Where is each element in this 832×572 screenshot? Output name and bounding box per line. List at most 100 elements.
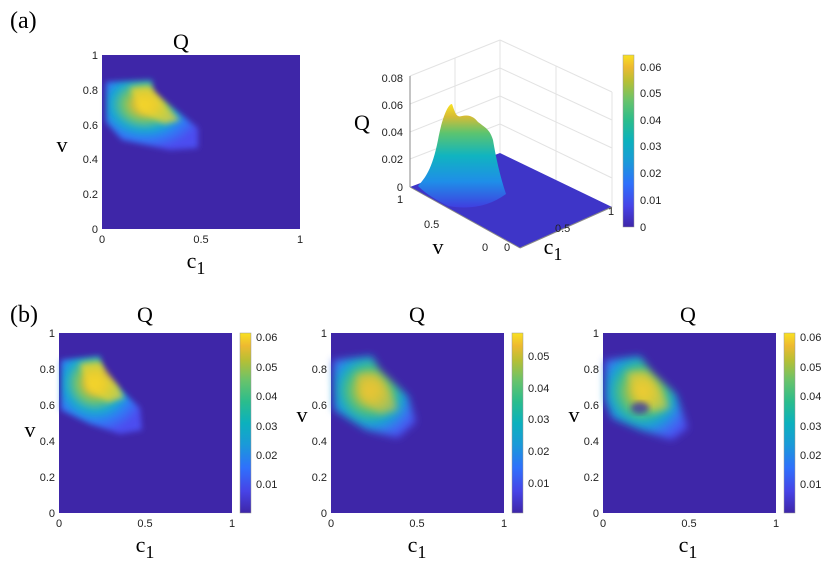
heatmap-b2-colorbar: [511, 332, 524, 514]
surface-a-axes: [409, 76, 613, 249]
surface-a-vtick: 1: [397, 194, 403, 206]
heatmap-a-title: Q: [173, 29, 189, 54]
heatmap-b1-cb-tick: 0.04: [256, 391, 277, 403]
heatmap-b2-xticks: 0 0.5 1: [328, 518, 507, 530]
surface-a-cticks: 0 0.5 1: [504, 206, 614, 254]
heatmap-b1-xlabel-main: c: [136, 532, 146, 557]
heatmap-b3-ytick: 0: [593, 508, 599, 520]
heatmap-b2-cb-tick: 0.04: [528, 383, 549, 395]
surface-a-colorbar: [622, 54, 635, 228]
heatmap-b2-ytick: 0: [321, 508, 327, 520]
heatmap-b2-cb-tick: 0.01: [528, 478, 549, 490]
surface-a-clabel-sub: 1: [553, 244, 562, 264]
heatmap-b3-ytick: 1: [593, 328, 599, 340]
heatmap-a-xlabel-sub: 1: [196, 258, 205, 278]
heatmap-b2-ytick: 0.2: [312, 472, 327, 484]
surface-a-cb-tick: 0.02: [640, 168, 661, 180]
heatmap-a-xlabel: c1: [187, 248, 206, 278]
heatmap-b1: Q 0 0.2 0.4 0.6 0.8 1 0 0.5 1 v c1 0.01 …: [25, 302, 278, 562]
heatmap-b1-xlabel: c1: [136, 532, 155, 562]
surface-a-ctick: 1: [608, 206, 614, 218]
heatmap-b1-colorbar: [239, 332, 252, 514]
heatmap-b2-xtick: 0: [328, 518, 334, 530]
heatmap-b1-ytick: 0.8: [40, 364, 55, 376]
surface-a-colorbar-ticks: 0 0.01 0.02 0.03 0.04 0.05 0.06: [640, 62, 661, 234]
heatmap-b3-ylabel: v: [569, 402, 580, 427]
heatmap-b3-xlabel: c1: [679, 532, 698, 562]
surface-a-vticks: 1 0.5 0: [397, 194, 488, 254]
heatmap-b1-cb-tick: 0.01: [256, 479, 277, 491]
heatmap-b1-colorbar-ticks: 0.01 0.02 0.03 0.04 0.05 0.06: [256, 332, 277, 491]
heatmap-a: Q 0 0.2 0.4 0.6 0.8 1 0 0.5 1 v c1: [57, 29, 304, 278]
heatmap-b2-xlabel-sub: 1: [417, 542, 426, 562]
heatmap-a-xtick: 1: [297, 234, 303, 246]
heatmap-b2: Q 0 0.2 0.4 0.6 0.8 1 0 0.5 1 v c1 0.01 …: [297, 302, 550, 562]
surface-a-ztick: 0.02: [382, 154, 403, 166]
heatmap-b2-xtick: 1: [501, 518, 507, 530]
surface-a-ztick: 0.06: [382, 100, 403, 112]
heatmap-b3-cb-tick: 0.01: [800, 479, 821, 491]
surface-a-cb-tick: 0.05: [640, 88, 661, 100]
heatmap-b1-ytick: 0: [49, 508, 55, 520]
heatmap-b1-ytick: 1: [49, 328, 55, 340]
heatmap-b3-colorbar: [783, 332, 796, 514]
heatmap-b3-colorbar-ticks: 0.01 0.02 0.03 0.04 0.05 0.06: [800, 332, 821, 491]
heatmap-b2-density: [333, 356, 416, 438]
heatmap-b3-xtick: 1: [773, 518, 779, 530]
heatmap-b3-cb-tick: 0.06: [800, 332, 821, 344]
surface-a-ctick: 0.5: [555, 223, 570, 235]
heatmap-a-ytick: 0.2: [83, 189, 98, 201]
surface-a-cb-tick: 0.01: [640, 195, 661, 207]
heatmap-b3-xticks: 0 0.5 1: [600, 518, 779, 530]
heatmap-b2-yticks: 0 0.2 0.4 0.6 0.8 1: [312, 328, 327, 520]
heatmap-b3-density: [605, 356, 688, 440]
heatmap-b3-xtick: 0: [600, 518, 606, 530]
heatmap-b3-ytick: 0.2: [584, 472, 599, 484]
heatmap-b3-yticks: 0 0.2 0.4 0.6 0.8 1: [584, 328, 599, 520]
surface-a: 0 0.02 0.04 0.06 0.08 Q 1 0.5 0 0 0.5 1 …: [354, 39, 661, 264]
heatmap-b1-xtick: 0.5: [137, 518, 152, 530]
heatmap-a-yticks: 0 0.2 0.4 0.6 0.8 1: [83, 50, 98, 236]
heatmap-b2-ytick: 0.6: [312, 400, 327, 412]
heatmap-b1-density: [61, 356, 142, 434]
heatmap-b2-xlabel-main: c: [408, 532, 418, 557]
heatmap-b2-cb-tick: 0.05: [528, 351, 549, 363]
heatmap-b2-ytick: 0.8: [312, 364, 327, 376]
heatmap-b2-ytick: 1: [321, 328, 327, 340]
surface-a-cb-tick: 0: [640, 222, 646, 234]
heatmap-b3-xlabel-main: c: [679, 532, 689, 557]
surface-a-vlabel: v: [433, 234, 444, 259]
heatmap-a-density: [106, 80, 198, 150]
surface-a-zlabel: Q: [354, 110, 370, 135]
heatmap-b3-cb-tick: 0.02: [800, 450, 821, 462]
heatmap-b1-title: Q: [137, 302, 153, 327]
surface-a-zticks: 0 0.02 0.04 0.06 0.08: [382, 73, 403, 194]
heatmap-b1-cb-tick: 0.06: [256, 332, 277, 344]
heatmap-a-ytick: 0.8: [83, 85, 98, 97]
heatmap-b1-ylabel: v: [25, 417, 36, 442]
heatmap-b1-ytick: 0.4: [40, 436, 55, 448]
surface-a-clabel-main: c: [544, 234, 554, 259]
heatmap-b1-xlabel-sub: 1: [145, 542, 154, 562]
surface-a-cb-tick: 0.06: [640, 62, 661, 74]
heatmap-b3-ytick: 0.8: [584, 364, 599, 376]
heatmap-b1-xticks: 0 0.5 1: [56, 518, 235, 530]
heatmap-a-xtick: 0.5: [193, 234, 208, 246]
heatmap-b3-xlabel-sub: 1: [688, 542, 697, 562]
heatmap-b2-xlabel: c1: [408, 532, 427, 562]
surface-a-ctick: 0: [504, 242, 510, 254]
surface-a-ztick: 0: [397, 182, 403, 194]
panel-label-b: (b): [10, 302, 38, 328]
heatmap-b1-xtick: 0: [56, 518, 62, 530]
heatmap-b3-title: Q: [680, 302, 696, 327]
surface-a-cb-tick: 0.04: [640, 115, 661, 127]
heatmap-b2-ylabel: v: [297, 402, 308, 427]
surface-a-ztick: 0.08: [382, 73, 403, 85]
heatmap-b2-colorbar-ticks: 0.01 0.02 0.03 0.04 0.05: [528, 351, 549, 490]
heatmap-b3: Q 0 0.2 0.4 0.6 0.8 1 0 0.5 1 v c1 0.01 …: [569, 302, 822, 562]
heatmap-b1-xtick: 1: [229, 518, 235, 530]
heatmap-b3-ytick: 0.4: [584, 436, 599, 448]
heatmap-b2-cb-tick: 0.03: [528, 414, 549, 426]
heatmap-b3-ytick: 0.6: [584, 400, 599, 412]
